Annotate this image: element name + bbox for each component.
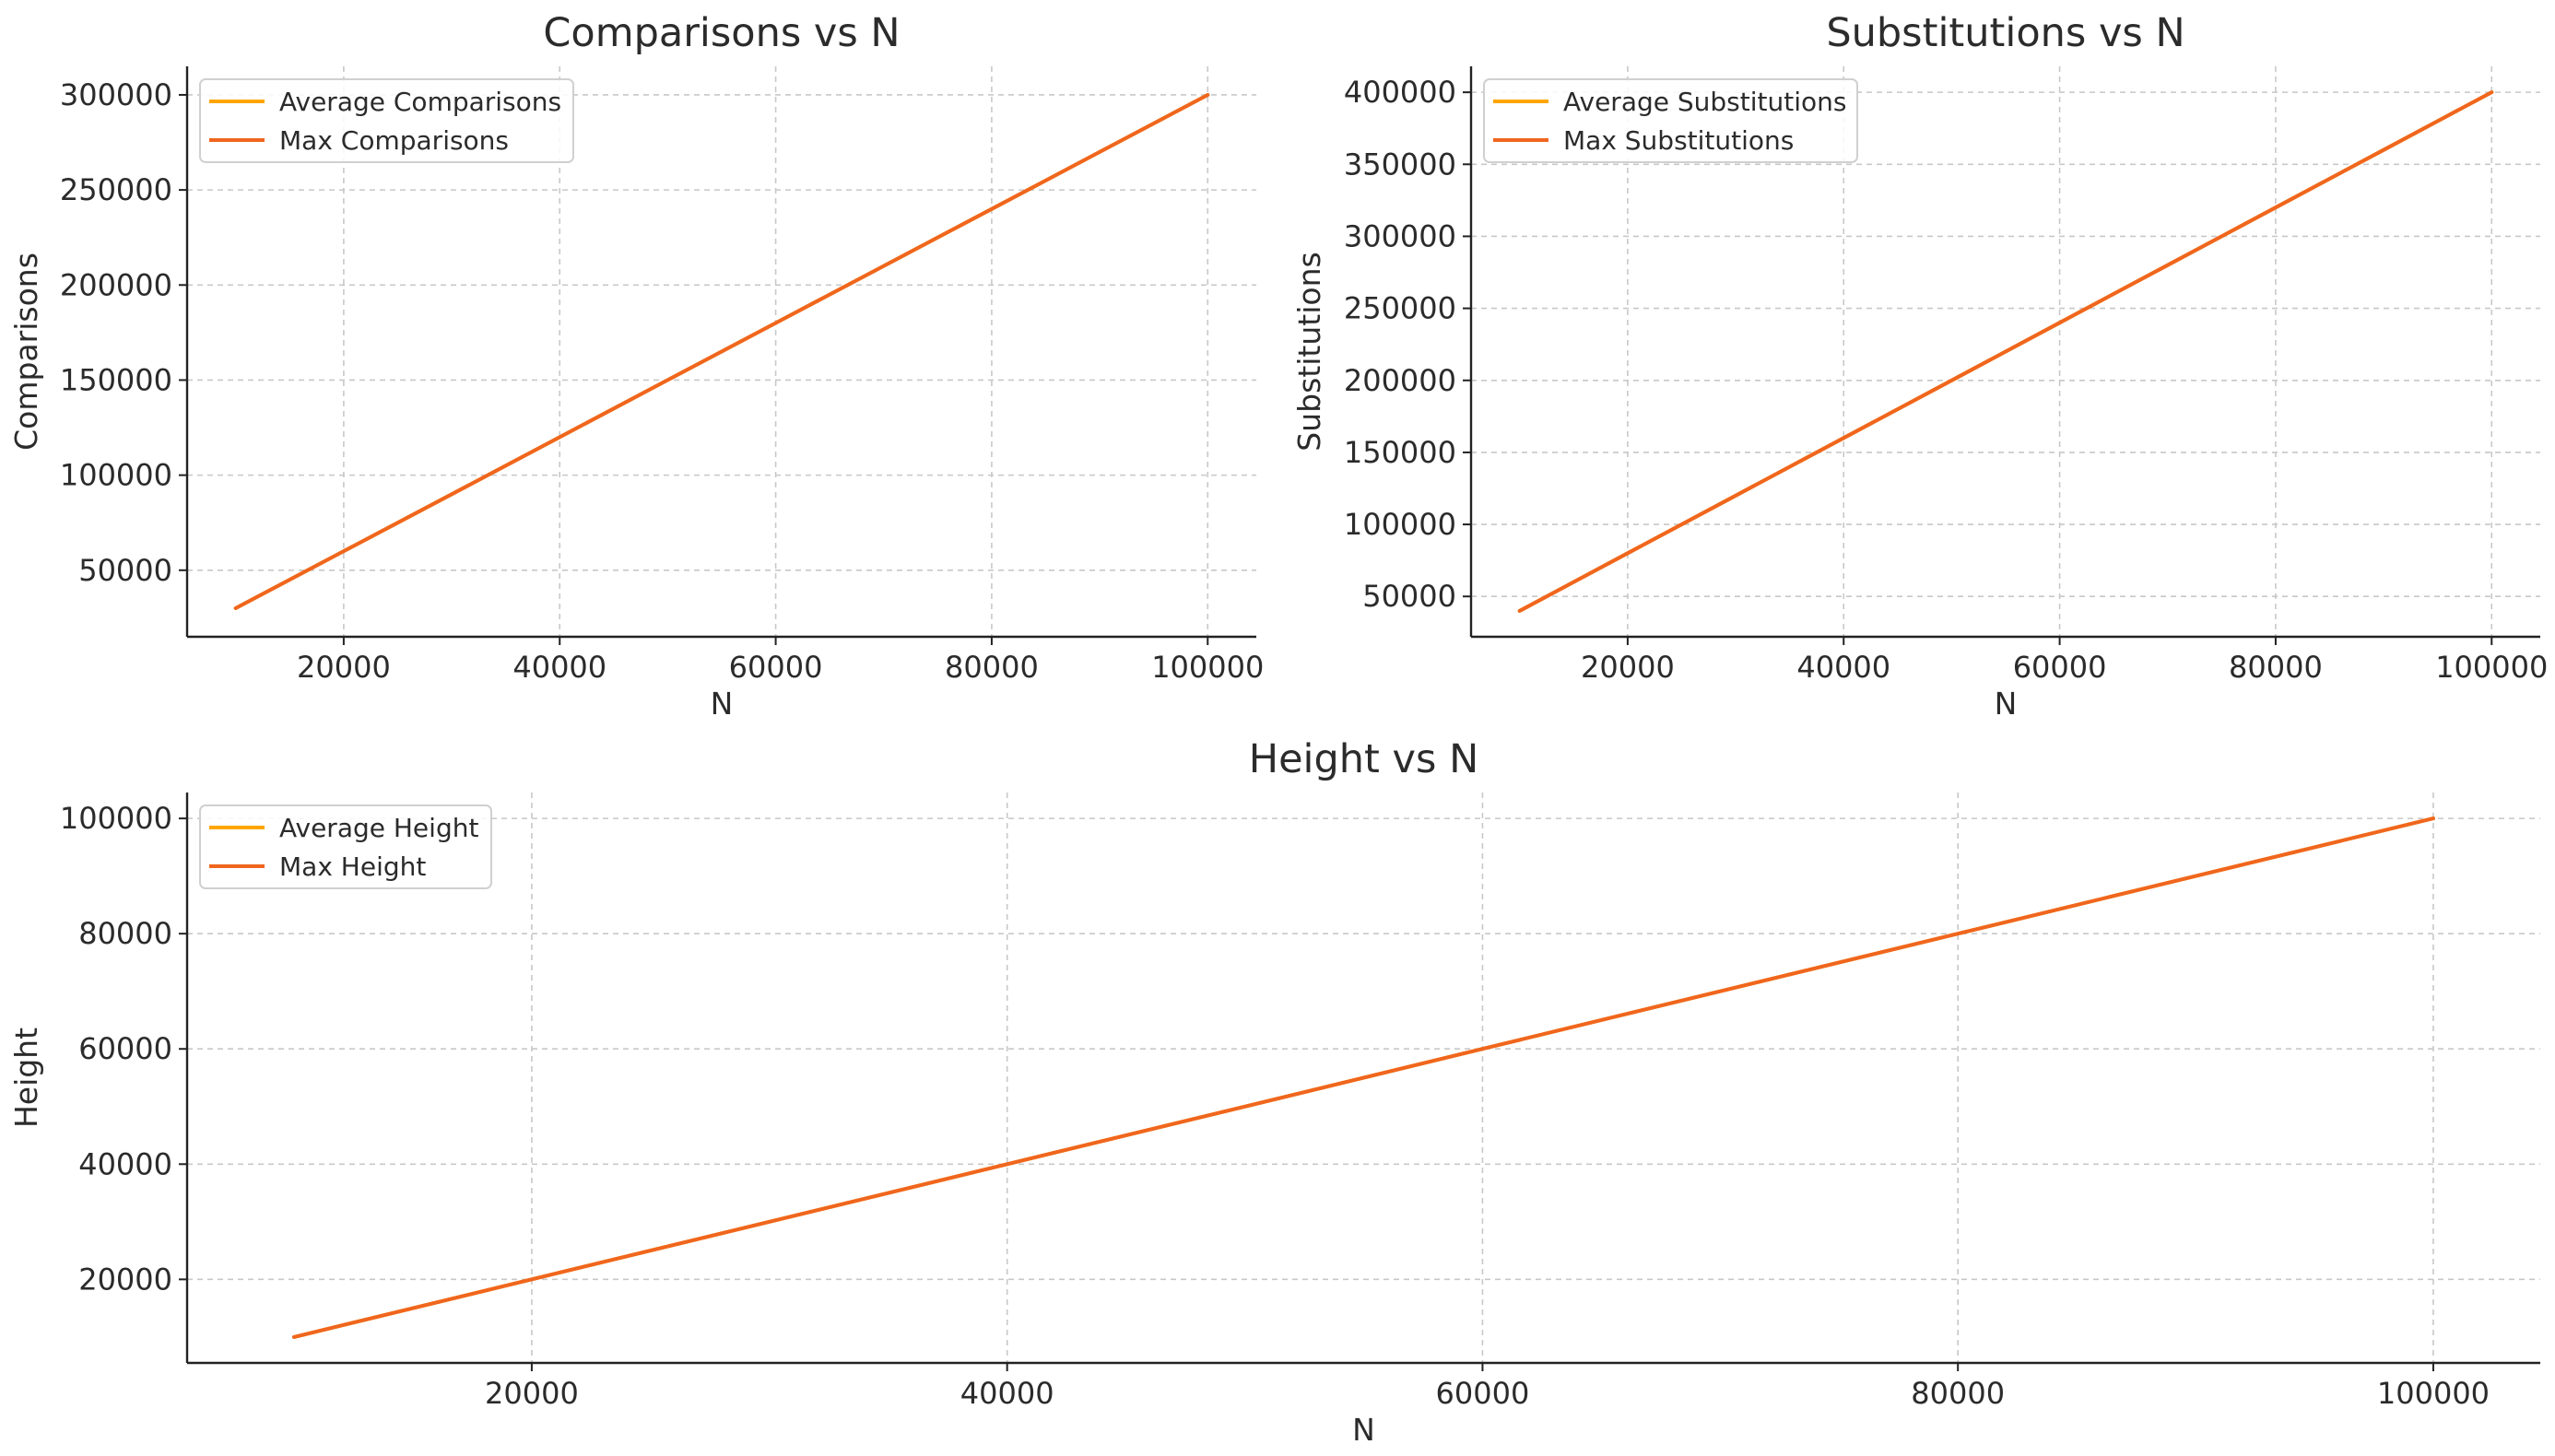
height-x-tick-label-3: 80000	[1911, 1376, 2005, 1411]
comparisons-x-tick-label-4: 100000	[1151, 650, 1264, 685]
comparisons-legend-label-1: Max Comparisons	[279, 125, 509, 156]
comparisons-series-1-point-9	[1206, 93, 1209, 97]
substitutions-x-axis-label: N	[1995, 686, 2018, 722]
comparisons-y-tick-label-3: 200000	[60, 267, 172, 302]
substitutions-series-1-point-8	[2382, 148, 2385, 152]
height-legend-label-1: Max Height	[279, 851, 426, 882]
height-x-axis-label: N	[1352, 1412, 1375, 1448]
height-series-1-point-0	[292, 1335, 296, 1339]
substitutions-y-tick-label-1: 100000	[1344, 507, 1456, 542]
comparisons-series-line-1	[233, 93, 1210, 610]
substitutions-x-tick-label-3: 80000	[2229, 650, 2323, 685]
height-x-tick-label-1: 40000	[960, 1376, 1054, 1411]
substitutions-y-tick-label-4: 250000	[1344, 291, 1456, 326]
height-series-1-point-4	[1243, 1105, 1247, 1109]
height-y-tick-label-2: 60000	[78, 1031, 172, 1066]
height-series-1-point-5	[1480, 1047, 1484, 1051]
comparisons-series-1-point-6	[882, 264, 886, 268]
height-series-1-point-8	[2194, 875, 2197, 878]
comparisons-x-tick-label-1: 40000	[512, 650, 606, 685]
substitutions-series-1-point-5	[2058, 321, 2062, 324]
height-chart-title: Height vs N	[1249, 736, 1479, 782]
comparisons-y-tick-label-5: 300000	[60, 77, 172, 112]
comparisons-x-tick-label-3: 80000	[945, 650, 1039, 685]
comparisons-y-tick-label-4: 250000	[60, 172, 172, 207]
substitutions-chart-title: Substitutions vs N	[1826, 10, 2184, 56]
substitutions-chart: 20000 40000 60000 80000 100000 50000 100000 150…	[1291, 10, 2548, 722]
height-legend	[199, 804, 492, 889]
substitutions-x-tick-label-4: 100000	[2435, 650, 2548, 685]
substitutions-legend-label-0: Average Substitutions	[1563, 87, 1846, 117]
substitutions-x-tick-label-2: 60000	[2013, 650, 2107, 685]
height-series-1-point-2	[768, 1220, 771, 1224]
substitutions-series-1-point-0	[1518, 609, 1522, 613]
comparisons-series-1-point-0	[234, 606, 238, 610]
height-y-tick-label-4: 100000	[60, 801, 172, 836]
height-y-axis-label: Height	[8, 1027, 44, 1128]
comparisons-legend	[199, 78, 574, 163]
height-series-line-1	[292, 816, 2435, 1339]
height-series-1-point-9	[2431, 816, 2435, 820]
comparisons-chart: 20000 40000 60000 80000 100000 50000 100000 150…	[8, 10, 1264, 722]
substitutions-series-1-point-9	[2490, 90, 2493, 94]
substitutions-series-1-point-2	[1734, 494, 1737, 498]
substitutions-series-1-point-7	[2274, 205, 2278, 209]
comparisons-chart-title: Comparisons vs N	[543, 10, 900, 56]
comparisons-series-1-point-2	[450, 492, 453, 496]
height-chart: 20000 40000 60000 80000 100000 20000 40000 6000…	[8, 736, 2540, 1448]
comparisons-legend-label-0: Average Comparisons	[279, 87, 561, 117]
height-legend-label-0: Average Height	[279, 813, 478, 843]
substitutions-y-tick-label-5: 300000	[1344, 218, 1456, 253]
comparisons-series-1-point-3	[558, 435, 561, 439]
substitutions-series-1-point-3	[1842, 436, 1845, 440]
height-x-tick-label-4: 100000	[2377, 1376, 2490, 1411]
substitutions-series-1-point-6	[2166, 264, 2170, 267]
comparisons-x-tick-label-2: 60000	[729, 650, 823, 685]
substitutions-y-axis-label: Substitutions	[1291, 252, 1327, 451]
comparisons-series-1-point-1	[342, 549, 346, 553]
height-x-tick-label-0: 20000	[485, 1376, 579, 1411]
height-series-1-point-6	[1718, 990, 1722, 993]
substitutions-x-tick-label-1: 40000	[1796, 650, 1890, 685]
comparisons-series-1-point-8	[1098, 150, 1101, 154]
substitutions-x-tick-label-0: 20000	[1581, 650, 1675, 685]
comparisons-series-1-point-4	[665, 378, 669, 382]
height-y-tick-label-3: 80000	[78, 916, 172, 951]
comparisons-y-tick-label-2: 150000	[60, 362, 172, 397]
height-x-tick-label-2: 60000	[1436, 1376, 1530, 1411]
substitutions-series-line-1	[1517, 90, 2494, 613]
comparisons-y-tick-label-1: 100000	[60, 458, 172, 493]
substitutions-legend-label-1: Max Substitutions	[1563, 125, 1794, 156]
comparisons-x-tick-label-0: 20000	[297, 650, 391, 685]
substitutions-y-tick-label-0: 50000	[1362, 579, 1456, 614]
substitutions-y-tick-label-7: 400000	[1344, 75, 1456, 110]
comparisons-y-axis-label: Comparisons	[8, 252, 44, 451]
height-y-tick-label-0: 20000	[78, 1262, 172, 1297]
substitutions-series-1-point-1	[1626, 551, 1630, 555]
height-y-tick-label-1: 40000	[78, 1146, 172, 1181]
height-series-1-point-1	[530, 1277, 534, 1281]
height-series-1-point-3	[1006, 1162, 1009, 1166]
comparisons-x-axis-label: N	[711, 686, 734, 722]
substitutions-legend	[1483, 78, 1858, 163]
substitutions-series-1-point-4	[1949, 379, 1953, 382]
substitutions-y-tick-label-2: 150000	[1344, 435, 1456, 470]
height-series-1-point-7	[1956, 932, 1960, 935]
comparisons-series-1-point-5	[774, 322, 778, 325]
substitutions-y-tick-label-3: 200000	[1344, 363, 1456, 398]
substitutions-y-tick-label-6: 350000	[1344, 147, 1456, 182]
comparisons-series-1-point-7	[990, 207, 994, 211]
comparisons-y-tick-label-0: 50000	[78, 553, 172, 588]
